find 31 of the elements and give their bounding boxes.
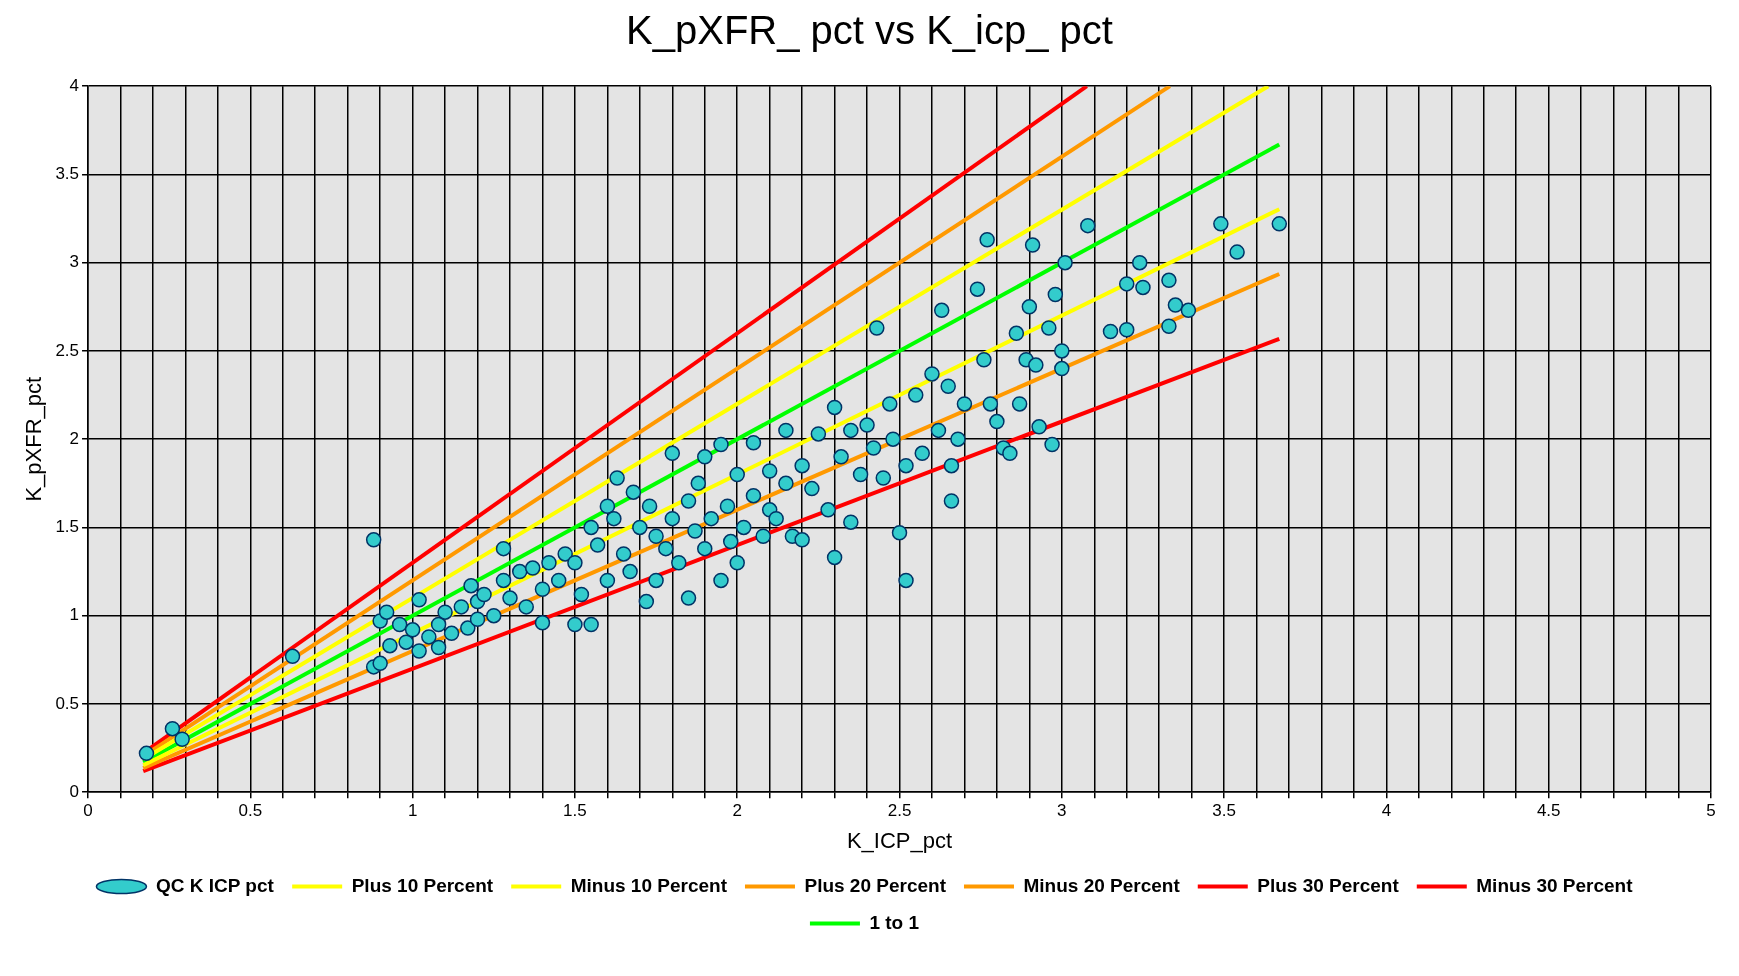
y-tick-label: 0.5 — [55, 693, 80, 713]
y-tick-label: 3 — [69, 252, 80, 272]
x-tick-label: 5 — [1706, 801, 1716, 821]
y-tick-label: 0 — [69, 781, 80, 801]
x-tick-label: 3.5 — [1212, 801, 1236, 821]
x-tick-label: 3 — [1057, 801, 1067, 821]
x-tick-label: 4 — [1381, 801, 1392, 821]
chart-title: K_pXFR_ pct vs K_icp_ pct — [625, 8, 1114, 53]
legend-label: Minus 30 Percent — [1476, 874, 1634, 896]
legend-label: Plus 20 Percent — [804, 874, 947, 896]
x-tick-label: 1 — [407, 801, 418, 821]
y-tick-label: 1 — [69, 605, 80, 625]
x-tick-label: 2 — [732, 801, 742, 821]
y-tick-label: 1.5 — [55, 517, 80, 537]
y-tick-label: 2 — [69, 428, 80, 448]
legend-label: QC K ICP pct — [155, 874, 275, 896]
x-tick-label: 2.5 — [887, 801, 912, 821]
legend-label: Plus 10 Percent — [351, 874, 494, 896]
y-tick-label: 2.5 — [55, 340, 80, 360]
legend-label: Minus 10 Percent — [570, 874, 728, 896]
x-axis-title: K_ICP_pct — [846, 827, 953, 853]
y-tick-label: 3.5 — [55, 164, 80, 184]
legend-label: 1 to 1 — [869, 911, 920, 933]
x-tick-label: 0 — [83, 801, 93, 821]
legend-label: Minus 20 Percent — [1023, 874, 1181, 896]
legend-label: Plus 30 Percent — [1257, 874, 1400, 896]
y-axis-title: K_pXFR_pct — [21, 376, 47, 502]
x-tick-label: 0.5 — [238, 801, 263, 821]
x-tick-label: 4.5 — [1536, 801, 1561, 821]
x-tick-label: 1.5 — [563, 801, 587, 821]
y-tick-label: 4 — [69, 75, 80, 95]
